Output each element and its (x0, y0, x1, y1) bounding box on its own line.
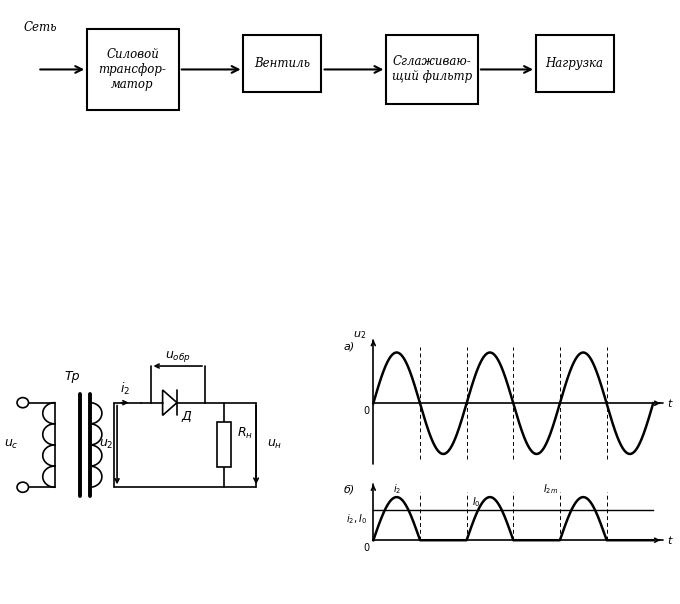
Text: $i_2$: $i_2$ (120, 381, 130, 397)
Text: $i_2,I_0$: $i_2,I_0$ (345, 512, 367, 525)
Bar (243, 34, 321, 92)
Bar (87, 29, 178, 110)
Text: $u_{обр}$: $u_{обр}$ (165, 349, 190, 364)
Text: а): а) (343, 342, 354, 352)
Text: Вентиль: Вентиль (254, 57, 310, 70)
Text: $u_н$: $u_н$ (267, 439, 283, 452)
Text: $I_0$: $I_0$ (471, 495, 480, 509)
Text: $i_2$: $i_2$ (392, 482, 401, 496)
Text: Сеть: Сеть (24, 21, 57, 34)
Text: $I_{2m}$: $I_{2m}$ (543, 482, 558, 496)
Text: Тр: Тр (65, 370, 80, 383)
Text: Сглаживаю-
щий фильтр: Сглаживаю- щий фильтр (392, 56, 472, 83)
Bar (217, 422, 231, 467)
Text: 0: 0 (364, 406, 370, 416)
Text: $t$: $t$ (666, 534, 673, 546)
Text: $t$: $t$ (666, 397, 673, 410)
Bar (536, 34, 614, 92)
Text: Д: Д (182, 410, 192, 423)
Bar (386, 34, 477, 104)
Text: $u_2$: $u_2$ (99, 439, 113, 452)
Text: $u_с$: $u_с$ (4, 439, 19, 452)
Text: Силовой
трансфор-
матор: Силовой трансфор- матор (99, 48, 167, 91)
Text: $u_2$: $u_2$ (354, 329, 367, 341)
Text: 0: 0 (364, 543, 370, 553)
Text: $R_н$: $R_н$ (237, 425, 253, 440)
Text: б): б) (343, 484, 354, 494)
Text: Нагрузка: Нагрузка (545, 57, 604, 70)
